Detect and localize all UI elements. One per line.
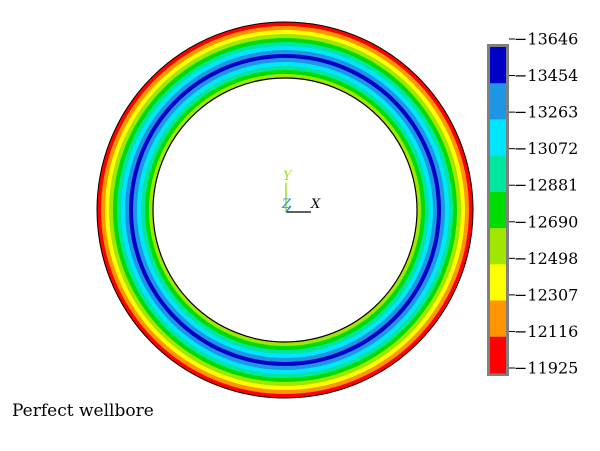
- colorbar-tick-label: −13454: [514, 66, 578, 85]
- colorbar-segment: [490, 83, 506, 120]
- triad-x-label: X: [310, 197, 321, 212]
- triad-z-axis: [285, 205, 292, 213]
- colorbar-segment: [490, 191, 506, 229]
- colorbar-legend: −13646 −13454 −13263 −13072 −12881 −12690 −124…: [487, 30, 578, 378]
- colorbar-tick-label: −12116: [514, 322, 578, 341]
- colorbar-tick-label: −13072: [514, 139, 578, 158]
- colorbar-tick-label: −13646: [514, 30, 578, 49]
- wellbore-hole: [152, 77, 418, 343]
- colorbar-segment: [490, 300, 506, 338]
- triad-y-label: Y: [283, 169, 293, 184]
- colorbar-tick-label: −12498: [514, 249, 578, 268]
- colorbar-tick-label: −11925: [514, 359, 578, 378]
- figure-caption: Perfect wellbore: [12, 401, 154, 421]
- triad-z-label: Z: [281, 197, 292, 212]
- colorbar-tick-label: −12881: [514, 176, 578, 195]
- colorbar-segment: [490, 336, 506, 374]
- colorbar-segment: [490, 47, 506, 84]
- colorbar-tick-label: −12690: [514, 212, 578, 231]
- colorbar-segment: [490, 119, 506, 157]
- colorbar-tick-label: −12307: [514, 285, 578, 304]
- colorbar-segment: [490, 228, 506, 265]
- colorbar-tick-label: −13263: [514, 103, 578, 122]
- colorbar-segment: [490, 264, 506, 302]
- coordinate-triad: Y Z X: [281, 169, 321, 213]
- colorbar-segment: [490, 155, 506, 193]
